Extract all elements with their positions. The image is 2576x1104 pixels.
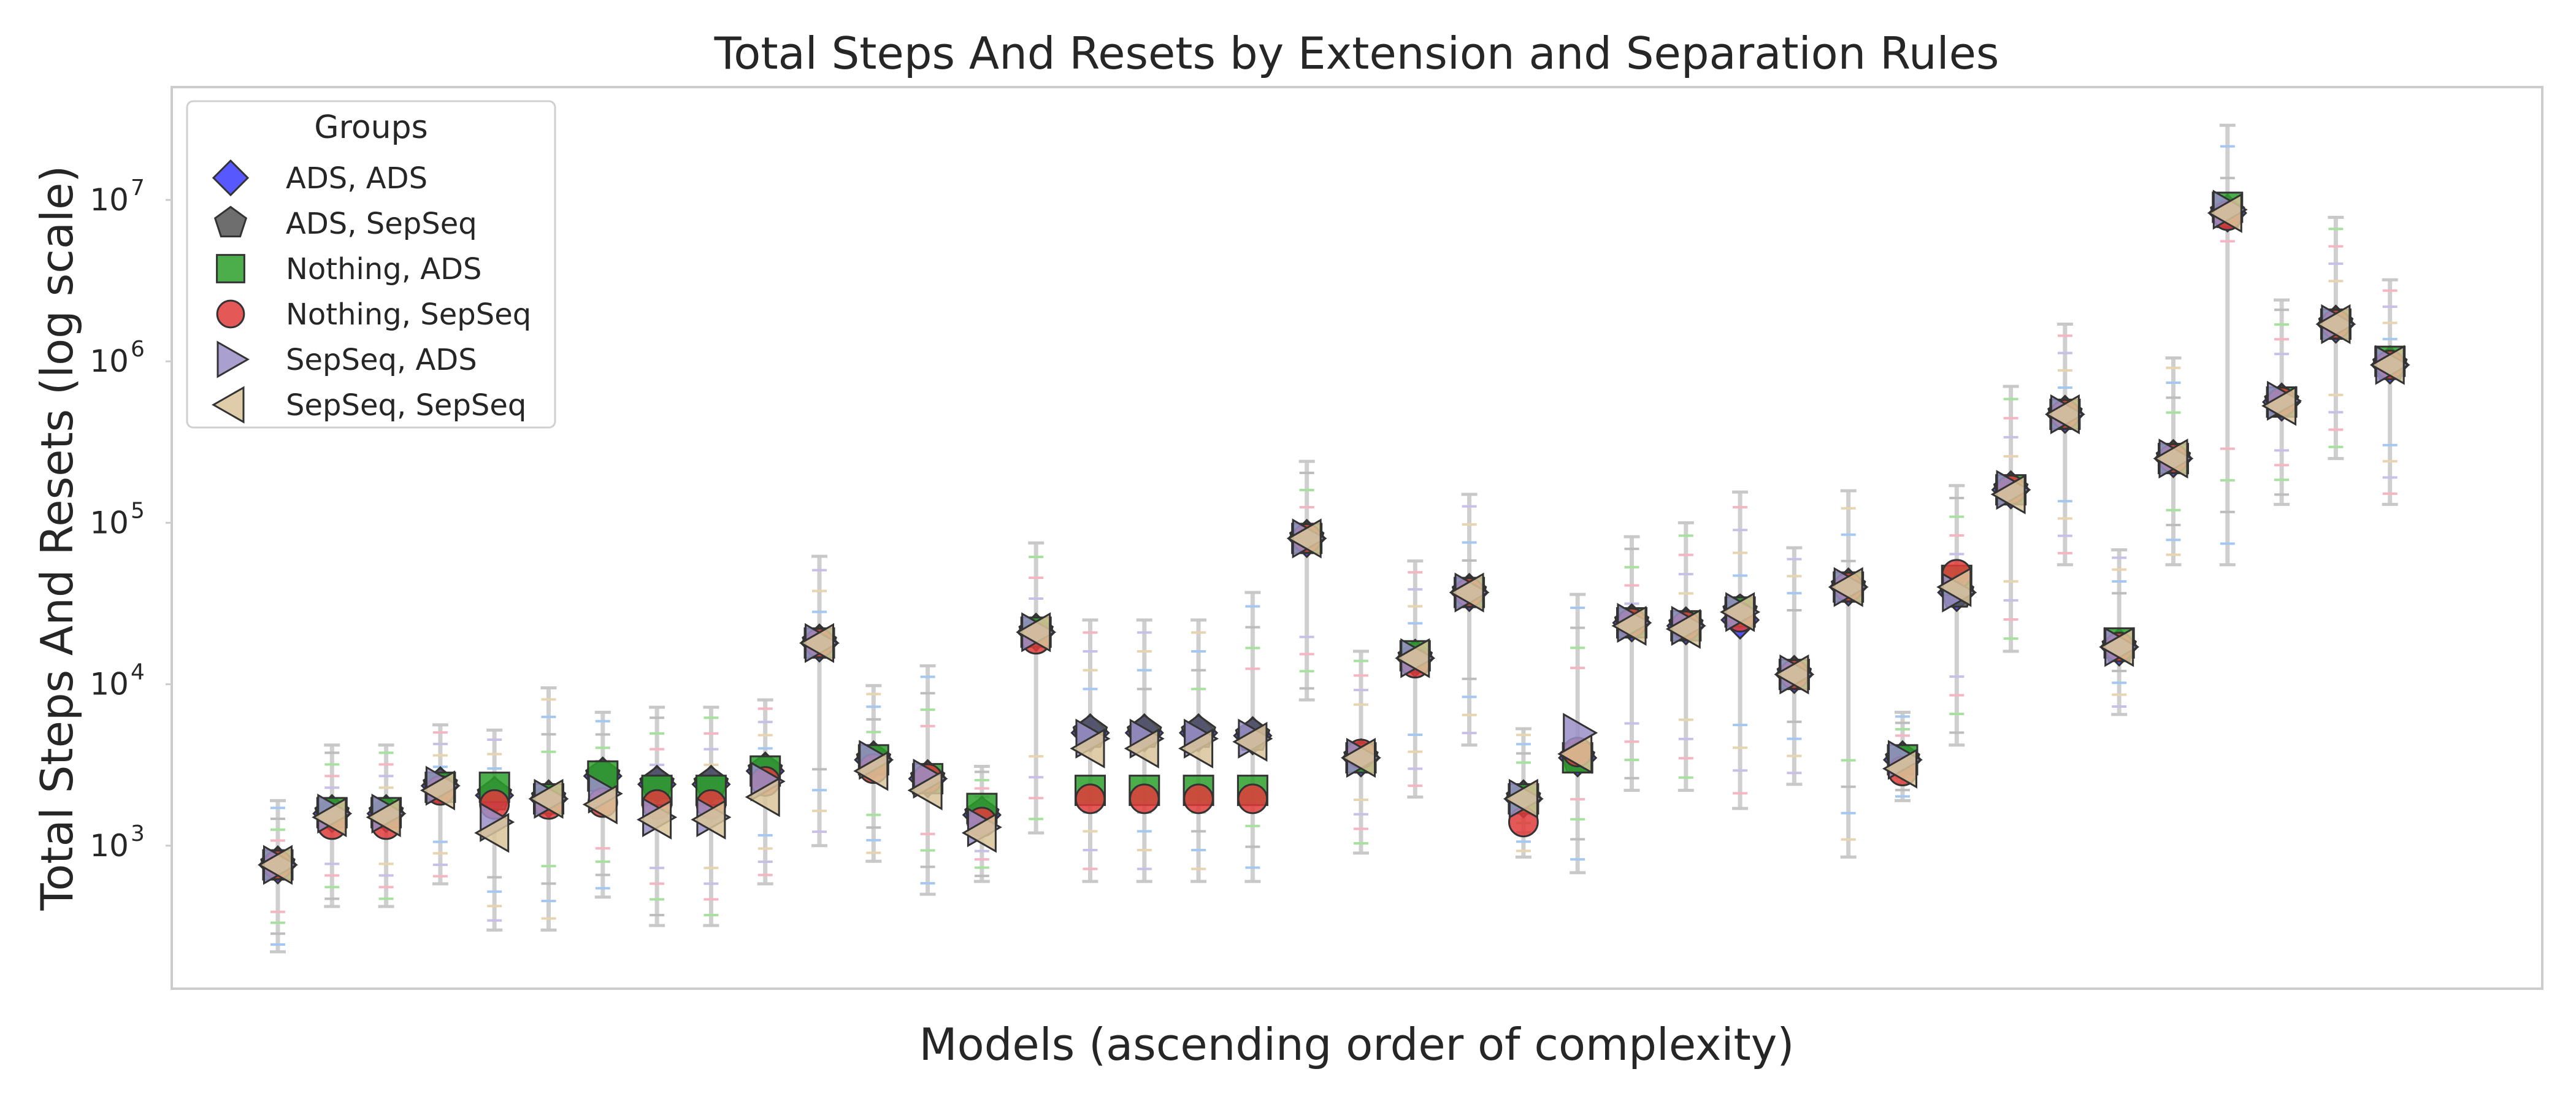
legend-item: Nothing, ADS [216, 252, 482, 286]
data-point [1340, 738, 1376, 778]
data-point [2261, 386, 2297, 426]
legend-item: SepSeq, SepSeq [211, 386, 526, 424]
legend-label: SepSeq, ADS [286, 343, 477, 377]
legend-label: SepSeq, SepSeq [286, 388, 526, 423]
data-point [1129, 783, 1160, 815]
data-point [637, 799, 672, 840]
data-point [745, 776, 780, 818]
legend-items: ADS, ADS ADS, SepSeq Nothing, ADS Nothing, … [211, 159, 531, 424]
y-tick-exponent: 7 [131, 175, 145, 201]
data-point [2207, 193, 2242, 233]
legend: Groups ADS, ADS ADS, SepSeq Nothing, ADS No… [186, 100, 556, 429]
data-point [1070, 728, 1105, 769]
data-point [961, 813, 997, 853]
data-point [312, 797, 347, 838]
legend-marker [216, 254, 245, 283]
data-point [1828, 567, 1863, 607]
data-point [1237, 783, 1268, 815]
data-point [1016, 612, 1051, 653]
y-axis-label: Total Steps And Resets (log scale) [31, 166, 83, 911]
data-point [907, 770, 943, 811]
x-axis-label: Models (ascending order of complexity) [919, 1019, 1795, 1070]
data-point [1178, 728, 1214, 769]
data-point [2153, 439, 2188, 479]
data-point [1075, 783, 1106, 815]
legend-box [186, 100, 556, 429]
data-point [474, 813, 510, 853]
y-tick-exponent: 3 [131, 821, 145, 846]
legend-item: SepSeq, ADS [217, 340, 477, 378]
legend-item: ADS, SepSeq [213, 205, 477, 241]
data-point [582, 784, 618, 825]
data-point [2044, 394, 2080, 435]
legend-item: Nothing, SepSeq [216, 297, 531, 332]
legend-label: Nothing, SepSeq [286, 297, 531, 332]
data-point [366, 797, 401, 838]
y-tick-exponent: 4 [131, 660, 145, 685]
y-tick-label: 10 [90, 505, 129, 540]
y-tick-label: 10 [90, 828, 129, 864]
legend-marker [216, 299, 245, 329]
data-point [1774, 654, 1809, 695]
data-point [1936, 567, 1972, 607]
data-point [1990, 474, 2026, 515]
y-tick-label: 10 [90, 343, 129, 379]
data-point [1286, 518, 1322, 559]
data-point [1611, 605, 1647, 646]
data-point [1232, 721, 1268, 762]
data-point [799, 623, 834, 663]
legend-label: ADS, SepSeq [286, 207, 477, 241]
legend-marker [211, 386, 245, 424]
data-point [257, 845, 293, 885]
legend-label: ADS, ADS [286, 161, 427, 196]
data-point [528, 778, 564, 819]
data-point [1557, 734, 1593, 774]
legend-title: Groups [314, 109, 427, 146]
legend-marker [217, 340, 250, 378]
data-point [1124, 728, 1159, 769]
series-sepseq-sepseq [257, 193, 2405, 885]
data-point [1449, 572, 1484, 613]
data-markers [257, 190, 2410, 885]
legend-label: Nothing, ADS [286, 252, 482, 286]
chart-title: Total Steps And Resets by Extension and … [714, 28, 1999, 79]
legend-item: ADS, ADS [212, 159, 427, 197]
data-point [1503, 778, 1538, 819]
data-point [691, 799, 726, 840]
legend-marker [212, 159, 250, 197]
data-point [1395, 638, 1430, 678]
y-tick-exponent: 5 [131, 498, 145, 523]
y-tick-label: 10 [90, 182, 129, 218]
data-point [420, 770, 455, 811]
data-point [853, 751, 889, 791]
data-point [1720, 592, 1755, 632]
data-point [2315, 304, 2351, 345]
data-point [2099, 627, 2134, 667]
data-point [1882, 748, 1917, 789]
y-tick-exponent: 6 [131, 337, 145, 362]
data-point [1665, 608, 1701, 650]
legend-marker [213, 205, 248, 237]
data-point [2369, 345, 2405, 385]
data-point [1183, 783, 1214, 815]
y-tick-label: 10 [90, 667, 129, 702]
plot-area-frame [171, 86, 2543, 990]
